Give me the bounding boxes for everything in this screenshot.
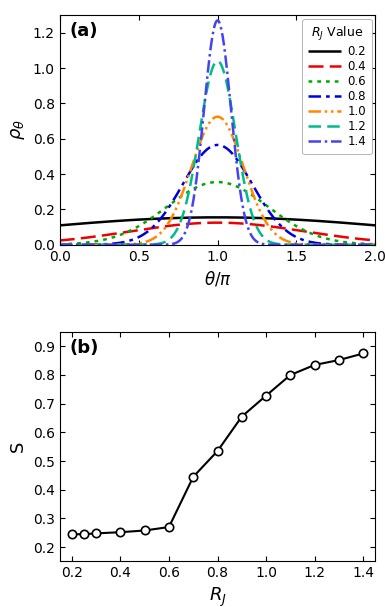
Legend: 0.2, 0.4, 0.6, 0.8, 1.0, 1.2, 1.4: 0.2, 0.4, 0.6, 0.8, 1.0, 1.2, 1.4 bbox=[302, 19, 372, 154]
X-axis label: $R_J$: $R_J$ bbox=[209, 586, 226, 607]
X-axis label: $\theta/\pi$: $\theta/\pi$ bbox=[204, 269, 231, 288]
Y-axis label: S: S bbox=[9, 441, 27, 452]
Y-axis label: $\rho_\theta$: $\rho_\theta$ bbox=[9, 120, 27, 140]
Text: (b): (b) bbox=[69, 339, 99, 357]
Text: (a): (a) bbox=[69, 22, 98, 40]
